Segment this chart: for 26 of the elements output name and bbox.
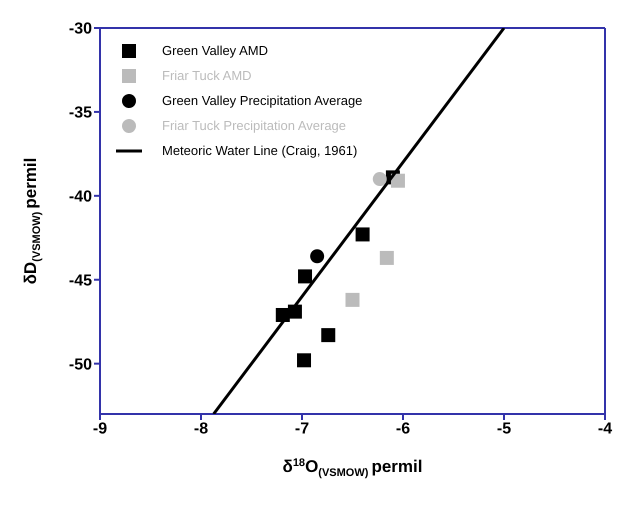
y-tick-label: -40 — [68, 188, 92, 206]
y-tick-label: -50 — [68, 356, 92, 374]
point — [297, 353, 312, 368]
point — [321, 328, 336, 342]
point — [310, 249, 324, 264]
legend-label: Green Valley Precipitation Average — [162, 92, 362, 110]
x-tick-label: -9 — [92, 420, 108, 438]
x-tick-label: -5 — [496, 420, 512, 438]
x-axis-title: δ$^{18}$O$_{(VSMOW)}$ permil — [282, 457, 422, 480]
x-tick-label: -7 — [294, 420, 310, 438]
x-tick-label: -6 — [396, 420, 410, 438]
point — [372, 172, 387, 186]
x-tick-label: -8 — [194, 420, 208, 438]
y-tick-label: -30 — [68, 20, 92, 38]
legend-label: Friar Tuck Precipitation Average — [162, 116, 346, 135]
legend-label: Green Valley AMD — [162, 42, 268, 60]
legend-label: Friar Tuck AMD — [162, 66, 252, 84]
point — [380, 250, 394, 265]
legend-label: Meteoric Water Line (Craig, 1961) — [162, 142, 358, 160]
point — [298, 269, 312, 284]
y-tick-label: -45 — [68, 272, 92, 290]
point — [390, 174, 405, 188]
y-tick-label: -35 — [68, 104, 92, 122]
point — [346, 292, 360, 307]
point — [356, 227, 370, 242]
x-tick-label: -4 — [598, 420, 612, 438]
